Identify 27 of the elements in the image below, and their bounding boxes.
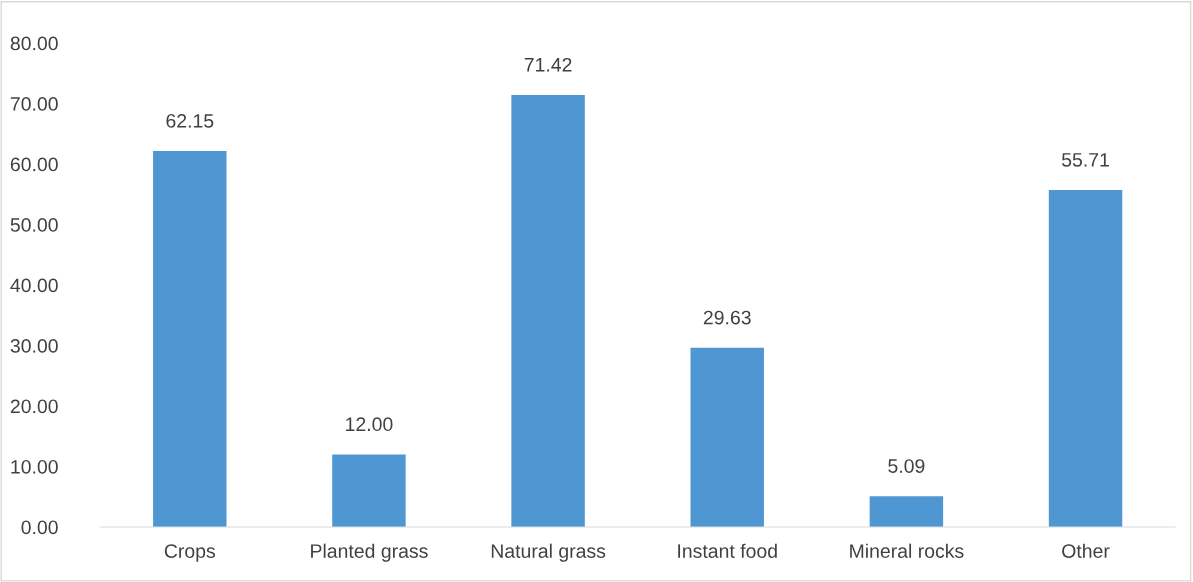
- x-tick-label: Natural grass: [491, 543, 606, 562]
- x-tick-label: Planted grass: [311, 543, 428, 562]
- y-tick-label: 30.00: [10, 338, 58, 353]
- y-tick-label: 10.00: [11, 459, 58, 474]
- data-label: 5.09: [888, 459, 925, 473]
- x-tick-label: Mineral rocks: [850, 543, 964, 558]
- data-label: 29.63: [703, 310, 751, 325]
- bar: [332, 454, 406, 527]
- data-label: 71.42: [524, 57, 572, 72]
- y-tick-label: 70.00: [10, 97, 58, 111]
- y-tick-label: 50.00: [10, 218, 58, 232]
- bar: [1048, 190, 1123, 527]
- x-tick-label: Other: [1062, 543, 1110, 558]
- x-tick-label: Crops: [164, 544, 216, 562]
- bar: [690, 347, 764, 527]
- y-tick-label: 20.00: [10, 399, 58, 414]
- bar: [153, 151, 227, 527]
- bar: [869, 496, 944, 527]
- y-tick-label: 80.00: [10, 36, 58, 51]
- y-tick-label: 40.00: [10, 278, 58, 293]
- y-tick-label: 60.00: [10, 157, 58, 172]
- data-label: 12.00: [346, 417, 393, 432]
- data-label: 62.15: [166, 113, 214, 128]
- data-label: 55.71: [1061, 153, 1109, 167]
- x-tick-label: Instant food: [678, 543, 777, 558]
- bar: [511, 94, 585, 527]
- y-tick-label: 0.00: [21, 520, 58, 535]
